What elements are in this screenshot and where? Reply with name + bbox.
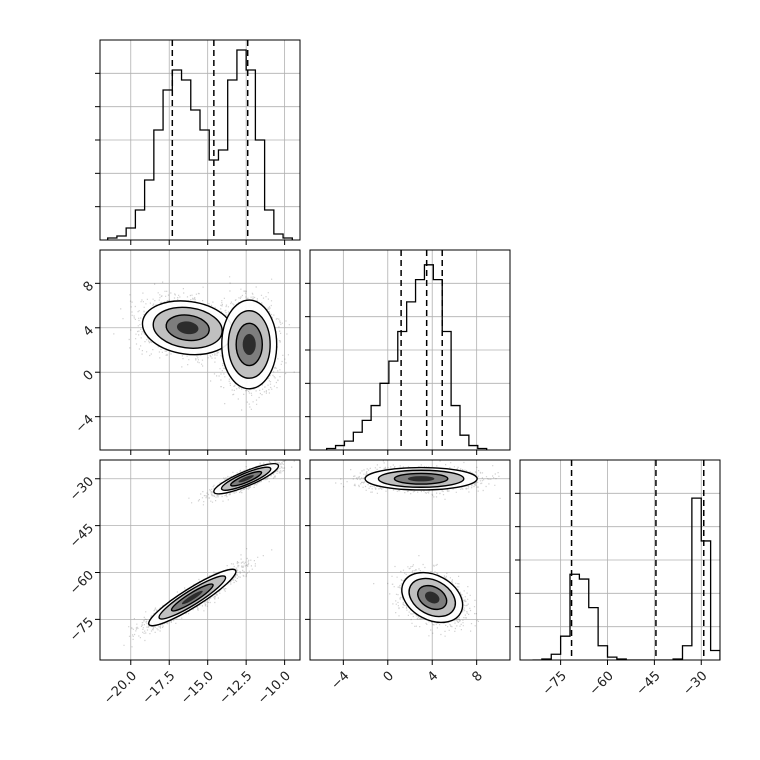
- histogram-step: [326, 264, 488, 450]
- density-peak: [242, 333, 256, 356]
- panel-frame: [99, 39, 301, 241]
- panel-content: [123, 460, 295, 648]
- histogram-step: [107, 49, 293, 240]
- panel-content: [113, 276, 295, 411]
- density-peak: [424, 591, 440, 604]
- density-peak: [181, 590, 203, 605]
- scatter-points: [123, 460, 295, 648]
- histogram-panel: [305, 249, 511, 455]
- density-peak: [176, 321, 199, 335]
- histogram-panel: −75 −60 −45 −30: [515, 459, 721, 699]
- panel-frame: [519, 459, 721, 661]
- panel-frame: [309, 249, 511, 451]
- panel-content: [335, 460, 501, 637]
- panel-background: [100, 460, 300, 660]
- panel-frame: [309, 459, 511, 661]
- density-peak: [238, 475, 254, 483]
- histogram-step: [532, 497, 720, 660]
- panel-frame: [99, 459, 301, 661]
- density-peak: [407, 476, 435, 482]
- histogram-panel: [95, 39, 301, 245]
- panel-frame: [99, 249, 301, 451]
